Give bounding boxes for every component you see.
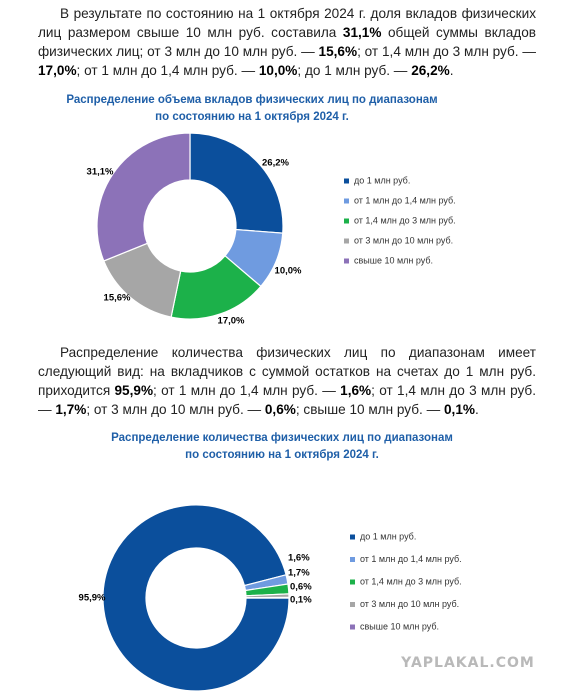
text: В результате по состоянию на 1 октября 2… [38,6,536,40]
text: Распределение количества физических лиц … [38,345,536,398]
bold-text: 17,0% [38,63,77,78]
chart-title: по состоянию на 1 октября 2024 г. [155,111,349,123]
data-label: 17,0% [218,316,245,327]
data-label: 95,9% [79,593,106,604]
legend-label: от 1,4 млн до 3 млн руб. [354,215,456,225]
legend-label: от 1 млн до 1,4 млн руб. [360,554,462,564]
chart-title: по состоянию на 1 октября 2024 г. [185,449,379,461]
data-label: 31,1% [87,167,114,178]
bold-text: 15,6% [318,44,358,59]
legend-label: до 1 млн руб. [360,531,416,541]
legend-swatch [344,218,349,224]
paragraph: В результате по состоянию на 1 октября 2… [38,4,536,80]
bold-text: 26,2% [411,63,450,78]
data-label: 1,6% [288,553,310,564]
legend-label: от 1 млн до 1,4 млн руб. [354,195,456,205]
legend-swatch [344,198,349,204]
bold-text: 1,6% [340,383,372,398]
text: ; от 1 млн до 1,4 млн руб. — [153,383,341,398]
text: . [474,402,479,417]
legend-swatch [344,258,349,264]
paragraph: Распределение количества физических лиц … [38,343,536,419]
legend-label: свыше 10 млн руб. [360,621,439,631]
data-label: 26,2% [262,158,289,169]
text: ; свыше 10 млн руб. — [295,402,444,417]
legend-swatch [350,557,355,562]
legend-swatch [344,178,349,184]
legend-swatch [350,602,355,607]
donut-slice [245,596,290,599]
legend-swatch [350,579,355,585]
bold-text: 0,6% [264,402,296,417]
donut-slice [102,504,290,692]
bold-text: 1,7% [55,402,87,417]
bold-text: 31,1% [342,25,382,40]
text: ; от 1,4 млн до 3 млн руб. — [38,383,536,417]
chart-title: Распределение количества физических лиц … [111,432,453,444]
text: ; от 1,4 млн до 3 млн руб. — [357,44,536,59]
chart-title: Распределение объема вкладов физических … [66,94,437,106]
legend-swatch [344,238,349,244]
watermark: YAPLAKAL.COM [400,655,535,671]
legend-swatch [350,534,355,540]
legend-label: от 3 млн до 10 млн руб. [354,235,453,245]
donut-slice [96,132,191,262]
text: общей суммы вкладов физических лиц; от 3… [38,25,536,59]
bold-text: 0,1% [443,402,475,417]
legend-label: до 1 млн руб. [354,175,410,185]
bold-text: 10,0% [258,63,298,78]
text: . [449,63,454,78]
data-label: 10,0% [275,266,302,277]
legend-label: от 3 млн до 10 млн руб. [360,599,459,609]
text: ; от 3 млн до 10 млн руб. — [86,402,265,417]
data-label: 0,6% [290,582,312,593]
legend-label: свыше 10 млн руб. [354,255,433,265]
data-label: 15,6% [104,293,131,304]
legend-swatch [350,624,355,630]
text: ; до 1 млн руб. — [297,63,412,78]
legend-label: от 1,4 млн до 3 млн руб. [360,576,462,586]
donut-slice [189,132,284,234]
text: ; от 1 млн до 1,4 млн руб. — [76,63,259,78]
data-label: 1,7% [288,568,310,579]
data-label: 0,1% [290,595,312,606]
bold-text: 95,9% [114,383,154,398]
